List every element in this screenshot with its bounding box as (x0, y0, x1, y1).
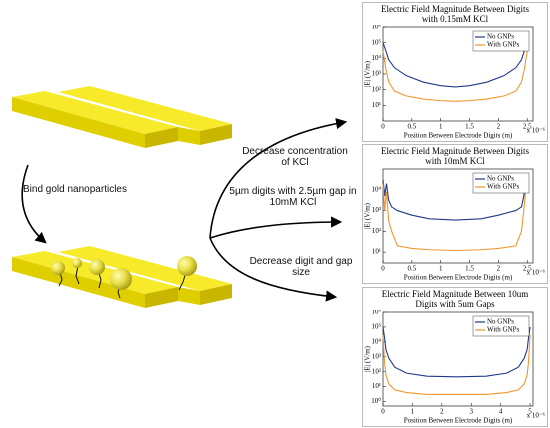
chart-title: Electric Field Magnitude Between 10um Di… (381, 289, 529, 309)
x-tick-label: 2 (440, 408, 444, 416)
x-tick-label: 0.5 (407, 123, 416, 131)
data-line (382, 183, 528, 252)
legend-label: With GNPs (487, 326, 519, 334)
x-tick-label: 1.5 (465, 265, 474, 273)
step-label: Bind gold nanoparticles (23, 184, 127, 195)
data-line (382, 334, 531, 395)
arrow (21, 164, 47, 244)
legend-box (472, 30, 530, 52)
electrodes-bottom (12, 246, 232, 308)
plot-area (382, 168, 534, 264)
x-tick-label: 1.5 (465, 123, 474, 131)
x-tick-label: 0 (381, 265, 385, 273)
y-tick-label: 10⁴ (372, 185, 382, 193)
chart: 10¹ 10² 10³ 10⁴ 10⁵ 10⁶ 0 0.5 1 1.5 2 2.5 Position B… (364, 23, 546, 140)
y-tick-label: 10³ (372, 352, 381, 360)
y-tick-label: 10¹ (372, 382, 381, 390)
x-tick-label: 0 (381, 408, 385, 416)
x-tick-label: 0.5 (407, 265, 416, 273)
x-exponent: x 10⁻⁶ (527, 412, 546, 420)
y-tick-label: 10² (372, 367, 381, 375)
x-exponent: x 10⁻⁶ (527, 127, 546, 135)
x-tick-label: 4 (499, 408, 503, 416)
chart-title: Electric Field Magnitude Between Digits … (381, 4, 529, 24)
y-tick-label: 10² (372, 85, 381, 93)
arrow (209, 118, 348, 239)
y-tick-label: 10¹ (372, 101, 381, 109)
legend-label: No GNPs (487, 175, 514, 183)
x-tick-label: 2.5 (523, 265, 532, 273)
y-tick-label: 10¹ (372, 248, 381, 256)
chart-title: Electric Field Magnitude Between Digits … (381, 146, 529, 166)
arrow (209, 216, 343, 239)
y-axis-label: |E| (V/m) (364, 345, 372, 372)
legend-label: With GNPs (487, 41, 519, 49)
chart-panel: Electric Field Magnitude Between Digits … (362, 2, 548, 142)
plot-area (382, 311, 534, 407)
electrodes-top (12, 86, 232, 148)
arrow-label: 5µm digits with 2.5µm gap in 10mM KCl (229, 186, 357, 208)
legend-box (472, 172, 530, 194)
y-tick-label: 10² (372, 227, 381, 235)
legend-label: With GNPs (487, 183, 519, 191)
x-tick-label: 2 (497, 123, 501, 131)
data-line (382, 179, 528, 221)
x-axis-label: Position Between Electrode Digits (m) (404, 132, 513, 140)
x-axis-label: Position Between Electrode Digits (m) (404, 417, 513, 425)
x-axis-label: Position Between Electrode Digits (m) (404, 274, 513, 282)
y-axis-label: |E| (V/m) (364, 202, 372, 229)
y-tick-label: 10⁵ (372, 38, 382, 46)
x-tick-label: 1 (439, 123, 443, 131)
chart-panel: Electric Field Magnitude Between Digits … (362, 144, 548, 284)
legend-label: No GNPs (487, 318, 514, 326)
y-axis-label: |E| (V/m) (364, 60, 372, 87)
data-line (382, 326, 531, 378)
chart: 10¹ 10² 10³ 10⁴ 0 0.5 1 1.5 2 2.5 Position Between… (364, 168, 546, 282)
data-line (382, 50, 528, 102)
y-tick-label: 10⁰ (371, 397, 381, 405)
y-tick-label: 10³ (372, 70, 381, 78)
y-tick-label: 10⁶ (372, 25, 382, 31)
arrow (209, 237, 338, 302)
data-line (382, 42, 528, 88)
y-tick-label: 10³ (372, 206, 381, 214)
x-tick-label: 1 (411, 408, 415, 416)
arrow-label: Decrease digit and gap size (249, 256, 353, 278)
chart: 10⁰ 10¹ 10² 10³ 10⁴ 10⁵ 10⁶ 0 1 2 3 4 5 Position Betw… (364, 308, 546, 425)
arrow-label: Decrease concentration of KCl (242, 146, 348, 168)
x-tick-label: 3 (469, 408, 473, 416)
x-tick-label: 1 (439, 265, 443, 273)
y-tick-label: 10⁴ (372, 54, 382, 62)
x-tick-label: 0 (381, 123, 385, 131)
y-tick-label: 10⁴ (372, 337, 382, 345)
x-tick-label: 2.5 (523, 123, 532, 131)
x-exponent: x 10⁻⁶ (527, 269, 546, 277)
chart-panel: Electric Field Magnitude Between 10um Di… (362, 287, 548, 427)
legend-box (472, 315, 530, 337)
legend-label: No GNPs (487, 33, 514, 41)
y-tick-label: 10⁵ (372, 323, 382, 331)
y-tick-label: 10⁶ (372, 310, 382, 316)
x-tick-label: 5 (528, 408, 532, 416)
x-tick-label: 2 (497, 265, 501, 273)
